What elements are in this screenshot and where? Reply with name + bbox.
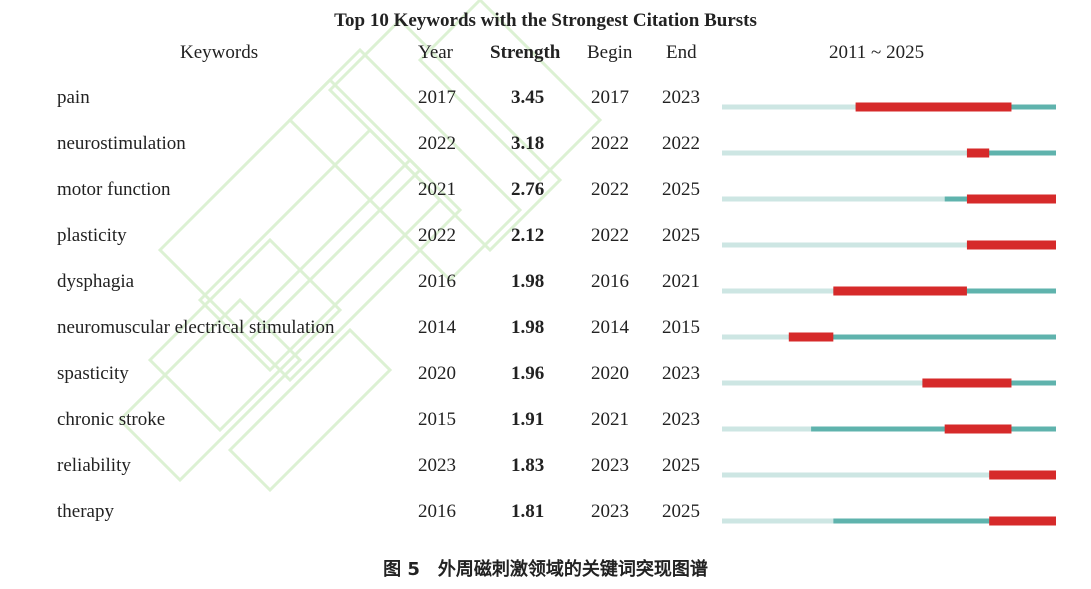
chart-title: Top 10 Keywords with the Strongest Citat… (334, 10, 757, 31)
table-row: chronic stroke 2015 1.91 2021 2023 (0, 409, 1091, 449)
begin-cell: 2022 (591, 225, 629, 246)
keyword-cell: neurostimulation (57, 133, 186, 154)
bar-burst (855, 102, 1012, 112)
bar-burst (966, 240, 1056, 250)
keyword-cell: plasticity (57, 225, 127, 246)
year-cell: 2016 (418, 501, 456, 522)
year-cell: 2022 (418, 133, 456, 154)
end-cell: 2021 (662, 271, 700, 292)
bar-before (722, 380, 923, 386)
bar-burst (966, 194, 1056, 204)
keyword-cell: pain (57, 87, 90, 108)
keyword-cell: therapy (57, 501, 114, 522)
bar-before (722, 196, 945, 202)
end-cell: 2015 (662, 317, 700, 338)
strength-cell: 1.96 (511, 363, 545, 384)
table-row: dysphagia 2016 1.98 2016 2021 (0, 271, 1091, 311)
bar-before (722, 150, 967, 156)
keyword-cell: chronic stroke (57, 409, 166, 430)
bar-present (966, 150, 1056, 156)
table-row: pain 2017 3.45 2017 2023 (0, 87, 1091, 127)
bar-before (722, 104, 856, 110)
year-cell: 2015 (418, 409, 456, 430)
end-cell: 2022 (662, 133, 700, 154)
strength-cell: 1.98 (511, 271, 545, 292)
table-row: reliability 2023 1.83 2023 2025 (0, 455, 1091, 495)
table-row: plasticity 2022 2.12 2022 2025 (0, 225, 1091, 265)
bar-burst (989, 470, 1056, 480)
strength-cell: 1.81 (511, 501, 545, 522)
figure-caption: 图 5 外周磁刺激领域的关键词突现图谱 (383, 559, 708, 580)
year-cell: 2022 (418, 225, 456, 246)
year-cell: 2020 (418, 363, 456, 384)
bar-before (722, 288, 834, 294)
header-range: 2011 ~ 2025 (829, 42, 925, 63)
begin-cell: 2023 (591, 455, 629, 476)
bar-burst (944, 424, 1012, 434)
begin-cell: 2022 (591, 179, 629, 200)
strength-cell: 3.45 (511, 87, 545, 108)
header-begin: Begin (587, 42, 633, 63)
table-row: neurostimulation 2022 3.18 2022 2022 (0, 133, 1091, 173)
strength-cell: 3.18 (511, 133, 545, 154)
begin-cell: 2020 (591, 363, 629, 384)
begin-cell: 2017 (591, 87, 629, 108)
bar-before (722, 426, 812, 432)
keyword-cell: spasticity (57, 363, 129, 384)
end-cell: 2025 (662, 225, 700, 246)
strength-cell: 2.76 (511, 179, 545, 200)
bar-before (722, 334, 789, 340)
end-cell: 2025 (662, 179, 700, 200)
bar-before (722, 472, 990, 478)
table-row: motor function 2021 2.76 2022 2025 (0, 179, 1091, 219)
bar-burst (966, 148, 990, 158)
begin-cell: 2014 (591, 317, 629, 338)
bar-present (833, 518, 1056, 524)
header-year: Year (418, 42, 454, 63)
header-strength: Strength (490, 42, 561, 63)
end-cell: 2023 (662, 409, 700, 430)
end-cell: 2025 (662, 501, 700, 522)
year-cell: 2014 (418, 317, 456, 338)
keyword-cell: dysphagia (57, 271, 135, 292)
strength-cell: 1.91 (511, 409, 545, 430)
bar-burst (833, 286, 967, 296)
bar-present (811, 426, 1056, 432)
bar-burst (989, 516, 1056, 526)
keyword-cell: reliability (57, 455, 131, 476)
end-cell: 2023 (662, 363, 700, 384)
bar-before (722, 518, 834, 524)
end-cell: 2023 (662, 87, 700, 108)
table-row: spasticity 2020 1.96 2020 2023 (0, 363, 1091, 403)
strength-cell: 2.12 (511, 225, 545, 246)
table-row: therapy 2016 1.81 2023 2025 (0, 501, 1091, 541)
end-cell: 2025 (662, 455, 700, 476)
bar-before (722, 242, 967, 248)
begin-cell: 2022 (591, 133, 629, 154)
bar-burst (922, 378, 1012, 388)
keyword-cell: motor function (57, 179, 171, 200)
bar-present (788, 334, 1056, 340)
header-end: End (666, 42, 697, 63)
table-row: neuromuscular electrical stimulation 2014… (0, 317, 1091, 357)
strength-cell: 1.98 (511, 317, 545, 338)
begin-cell: 2023 (591, 501, 629, 522)
begin-cell: 2016 (591, 271, 629, 292)
bar-burst (788, 332, 834, 342)
year-cell: 2017 (418, 87, 456, 108)
strength-cell: 1.83 (511, 455, 545, 476)
year-cell: 2016 (418, 271, 456, 292)
year-cell: 2023 (418, 455, 456, 476)
begin-cell: 2021 (591, 409, 629, 430)
year-cell: 2021 (418, 179, 456, 200)
header-keywords: Keywords (180, 42, 259, 63)
keyword-cell: neuromuscular electrical stimulation (57, 317, 335, 338)
